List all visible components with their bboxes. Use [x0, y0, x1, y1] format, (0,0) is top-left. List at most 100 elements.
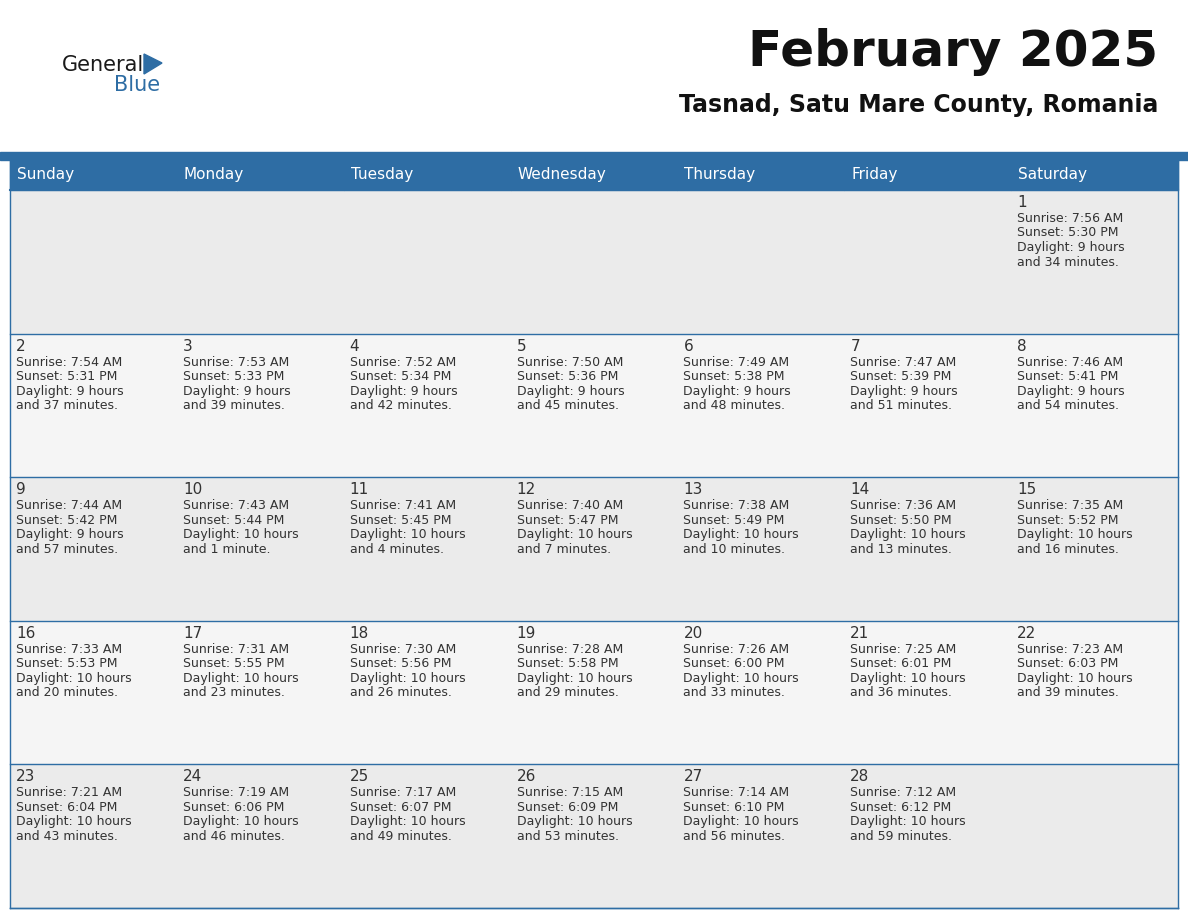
Text: and 53 minutes.: and 53 minutes.	[517, 830, 619, 843]
Text: Sunset: 5:30 PM: Sunset: 5:30 PM	[1017, 227, 1119, 240]
Text: 18: 18	[349, 626, 369, 641]
Bar	[177, 333, 343, 477]
Text: Sunrise: 7:53 AM: Sunrise: 7:53 AM	[183, 355, 289, 369]
Bar	[343, 160, 511, 190]
Text: Sunrise: 7:41 AM: Sunrise: 7:41 AM	[349, 499, 456, 512]
Text: Daylight: 10 hours: Daylight: 10 hours	[851, 672, 966, 685]
Bar	[343, 333, 511, 477]
Bar	[845, 333, 1011, 477]
Text: Sunrise: 7:31 AM: Sunrise: 7:31 AM	[183, 643, 289, 655]
Bar	[10, 160, 177, 190]
Text: Sunday: Sunday	[17, 167, 74, 183]
Text: and 49 minutes.: and 49 minutes.	[349, 830, 451, 843]
Text: Sunset: 5:53 PM: Sunset: 5:53 PM	[15, 657, 118, 670]
Bar	[1011, 190, 1178, 333]
Text: Sunset: 5:56 PM: Sunset: 5:56 PM	[349, 657, 451, 670]
Text: 20: 20	[683, 626, 702, 641]
Bar	[177, 190, 343, 333]
Bar	[10, 190, 177, 333]
Text: Sunset: 5:38 PM: Sunset: 5:38 PM	[683, 370, 785, 383]
Text: 16: 16	[15, 626, 36, 641]
Text: and 20 minutes.: and 20 minutes.	[15, 687, 118, 700]
Text: Sunset: 5:55 PM: Sunset: 5:55 PM	[183, 657, 284, 670]
Text: Sunset: 5:58 PM: Sunset: 5:58 PM	[517, 657, 618, 670]
Text: 2: 2	[15, 339, 26, 353]
Text: 1: 1	[1017, 195, 1026, 210]
Text: 6: 6	[683, 339, 693, 353]
Text: Daylight: 9 hours: Daylight: 9 hours	[15, 385, 124, 397]
Text: Sunrise: 7:49 AM: Sunrise: 7:49 AM	[683, 355, 790, 369]
Text: Sunset: 5:42 PM: Sunset: 5:42 PM	[15, 514, 118, 527]
Text: and 59 minutes.: and 59 minutes.	[851, 830, 953, 843]
Text: Tasnad, Satu Mare County, Romania: Tasnad, Satu Mare County, Romania	[678, 93, 1158, 117]
Text: 27: 27	[683, 769, 702, 784]
Bar	[1011, 765, 1178, 908]
Text: Sunrise: 7:38 AM: Sunrise: 7:38 AM	[683, 499, 790, 512]
Bar	[10, 765, 177, 908]
Text: Sunset: 6:09 PM: Sunset: 6:09 PM	[517, 800, 618, 814]
Text: Daylight: 9 hours: Daylight: 9 hours	[15, 528, 124, 542]
Text: and 45 minutes.: and 45 minutes.	[517, 399, 619, 412]
Bar	[511, 190, 677, 333]
Text: 7: 7	[851, 339, 860, 353]
Text: Sunrise: 7:46 AM: Sunrise: 7:46 AM	[1017, 355, 1124, 369]
Text: Sunrise: 7:52 AM: Sunrise: 7:52 AM	[349, 355, 456, 369]
Text: 9: 9	[15, 482, 26, 498]
Bar	[10, 621, 177, 765]
Text: Sunrise: 7:50 AM: Sunrise: 7:50 AM	[517, 355, 623, 369]
Bar	[511, 765, 677, 908]
Bar	[343, 621, 511, 765]
Text: and 23 minutes.: and 23 minutes.	[183, 687, 285, 700]
Text: 28: 28	[851, 769, 870, 784]
Text: 15: 15	[1017, 482, 1036, 498]
Text: Sunset: 6:03 PM: Sunset: 6:03 PM	[1017, 657, 1119, 670]
Bar	[10, 333, 177, 477]
Text: Sunrise: 7:17 AM: Sunrise: 7:17 AM	[349, 787, 456, 800]
Text: 5: 5	[517, 339, 526, 353]
Text: Sunset: 5:50 PM: Sunset: 5:50 PM	[851, 514, 952, 527]
Text: Daylight: 10 hours: Daylight: 10 hours	[15, 672, 132, 685]
Text: Sunrise: 7:54 AM: Sunrise: 7:54 AM	[15, 355, 122, 369]
Text: Sunrise: 7:28 AM: Sunrise: 7:28 AM	[517, 643, 623, 655]
Bar	[177, 477, 343, 621]
Text: 8: 8	[1017, 339, 1026, 353]
Text: Daylight: 9 hours: Daylight: 9 hours	[851, 385, 958, 397]
Text: Sunset: 5:31 PM: Sunset: 5:31 PM	[15, 370, 118, 383]
Text: Sunset: 5:49 PM: Sunset: 5:49 PM	[683, 514, 785, 527]
Text: 13: 13	[683, 482, 703, 498]
Text: Sunrise: 7:23 AM: Sunrise: 7:23 AM	[1017, 643, 1124, 655]
Text: General: General	[62, 55, 144, 75]
Text: Daylight: 10 hours: Daylight: 10 hours	[349, 528, 466, 542]
Text: Sunset: 5:36 PM: Sunset: 5:36 PM	[517, 370, 618, 383]
Bar	[845, 621, 1011, 765]
Text: Sunrise: 7:56 AM: Sunrise: 7:56 AM	[1017, 212, 1124, 225]
Text: Sunset: 5:52 PM: Sunset: 5:52 PM	[1017, 514, 1119, 527]
Text: and 33 minutes.: and 33 minutes.	[683, 687, 785, 700]
Bar	[511, 333, 677, 477]
Text: Daylight: 10 hours: Daylight: 10 hours	[517, 815, 632, 828]
Text: Daylight: 10 hours: Daylight: 10 hours	[683, 672, 800, 685]
Text: and 13 minutes.: and 13 minutes.	[851, 543, 952, 555]
Bar	[677, 190, 845, 333]
Text: Sunrise: 7:14 AM: Sunrise: 7:14 AM	[683, 787, 790, 800]
Text: Sunset: 5:47 PM: Sunset: 5:47 PM	[517, 514, 618, 527]
Text: 3: 3	[183, 339, 192, 353]
Text: Daylight: 10 hours: Daylight: 10 hours	[1017, 528, 1133, 542]
Text: 4: 4	[349, 339, 359, 353]
Text: Sunrise: 7:25 AM: Sunrise: 7:25 AM	[851, 643, 956, 655]
Text: Daylight: 9 hours: Daylight: 9 hours	[1017, 241, 1125, 254]
Text: 11: 11	[349, 482, 369, 498]
Text: Daylight: 10 hours: Daylight: 10 hours	[349, 672, 466, 685]
Bar	[511, 160, 677, 190]
Text: and 46 minutes.: and 46 minutes.	[183, 830, 285, 843]
Text: 17: 17	[183, 626, 202, 641]
Text: 23: 23	[15, 769, 36, 784]
Text: 26: 26	[517, 769, 536, 784]
Text: Sunset: 6:01 PM: Sunset: 6:01 PM	[851, 657, 952, 670]
Text: and 43 minutes.: and 43 minutes.	[15, 830, 118, 843]
Bar	[177, 765, 343, 908]
Text: Daylight: 9 hours: Daylight: 9 hours	[183, 385, 291, 397]
Text: 25: 25	[349, 769, 369, 784]
Text: Sunrise: 7:44 AM: Sunrise: 7:44 AM	[15, 499, 122, 512]
Text: Sunset: 5:39 PM: Sunset: 5:39 PM	[851, 370, 952, 383]
